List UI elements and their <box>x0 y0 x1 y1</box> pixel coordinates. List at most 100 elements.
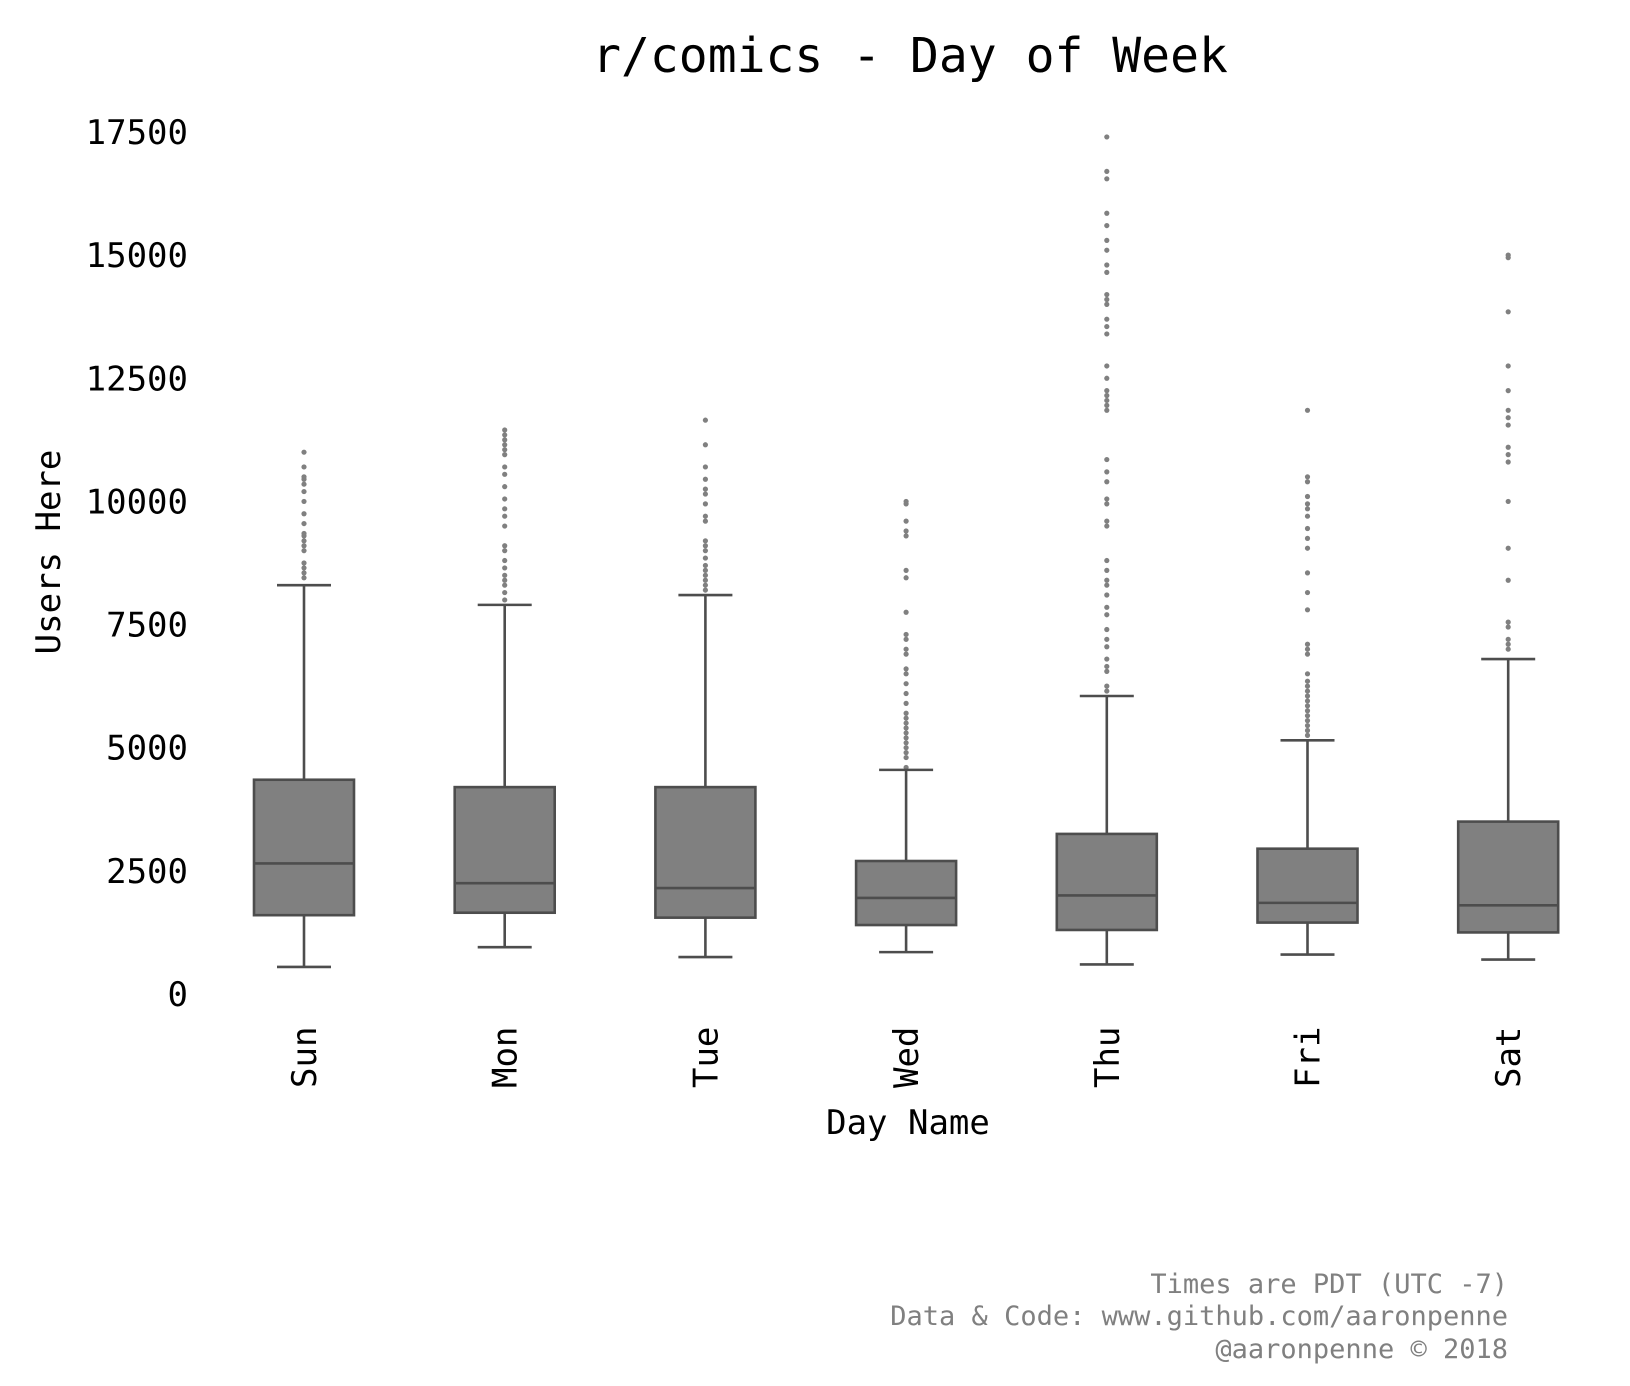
outlier-point <box>1104 479 1110 485</box>
x-tick-label: Fri <box>1289 1027 1329 1088</box>
outlier-point <box>1304 678 1311 684</box>
outlier-point <box>1304 683 1311 689</box>
outlier-point <box>502 582 508 588</box>
outlier-point <box>1104 683 1110 689</box>
box-wed <box>854 498 958 954</box>
outlier-point <box>702 501 709 507</box>
outlier-point <box>1505 646 1511 652</box>
outlier-point <box>1505 545 1511 551</box>
outlier-point <box>1104 688 1110 694</box>
outlier-point <box>502 572 508 578</box>
outlier-point <box>1505 252 1511 258</box>
outlier-point <box>502 437 508 443</box>
outlier-point <box>301 565 307 571</box>
outlier-point <box>903 666 909 672</box>
outlier-point <box>1304 589 1311 596</box>
outlier-point <box>903 636 909 642</box>
outlier-point <box>301 575 307 581</box>
outlier-point <box>1505 444 1511 450</box>
outlier-point <box>502 452 508 458</box>
outlier-point <box>1304 703 1311 709</box>
box-fri <box>1256 407 1359 956</box>
outlier-point <box>1104 456 1110 463</box>
outlier-point <box>1304 479 1311 485</box>
y-tick-label: 15000 <box>86 236 188 276</box>
outlier-point <box>903 671 909 677</box>
outlier-point <box>1104 626 1110 633</box>
chart-title: r/comics - Day of Week <box>592 28 1228 84</box>
outlier-point <box>903 575 909 581</box>
outlier-point <box>1104 663 1110 670</box>
box-mon <box>453 427 557 949</box>
outlier-point <box>1104 363 1110 369</box>
outlier-point <box>1104 656 1110 662</box>
outlier-point <box>1104 577 1110 583</box>
outlier-point <box>903 710 909 716</box>
outlier-point <box>1304 474 1311 480</box>
outlier-point <box>502 565 508 571</box>
outlier-point <box>702 518 709 524</box>
y-tick-label: 17500 <box>86 113 188 153</box>
outlier-point <box>1104 168 1110 175</box>
outlier-point <box>702 486 709 492</box>
outlier-point <box>1505 415 1511 421</box>
outlier-point <box>903 533 909 539</box>
outlier-point <box>1304 708 1311 714</box>
outlier-point <box>1304 525 1311 532</box>
outlier-point <box>1304 688 1311 694</box>
outlier-point <box>702 587 709 593</box>
outlier-point <box>502 484 508 490</box>
outlier-point <box>1104 375 1110 381</box>
outlier-point <box>1104 501 1110 507</box>
outlier-point <box>702 562 709 569</box>
x-tick-label: Wed <box>887 1027 927 1088</box>
outlier-point <box>903 631 909 638</box>
outlier-point <box>1104 247 1110 253</box>
outlier-point <box>1104 331 1110 337</box>
outlier-point <box>502 442 508 448</box>
outlier-point <box>1104 210 1110 216</box>
x-tick-label: Mon <box>486 1027 526 1088</box>
y-tick-label: 10000 <box>86 482 188 522</box>
outlier-point <box>1104 222 1110 229</box>
outlier-point <box>1505 388 1511 394</box>
outlier-point <box>1104 644 1110 650</box>
outlier-point <box>502 523 508 529</box>
outlier-point <box>702 548 709 554</box>
outlier-point <box>903 735 909 741</box>
y-axis-ticks: 0 2500 5000 7500 10000 12500 15000 17500 <box>86 113 188 1015</box>
iqr-box <box>1055 832 1159 932</box>
y-tick-label: 5000 <box>106 729 188 769</box>
y-axis-label: Users Here <box>29 450 69 655</box>
outlier-point <box>903 730 909 736</box>
outlier-point <box>702 555 709 561</box>
outlier-point <box>1304 493 1311 500</box>
outlier-point <box>1304 698 1311 704</box>
outlier-point <box>702 476 709 482</box>
outlier-point <box>903 740 909 746</box>
outlier-point <box>502 548 508 554</box>
outlier-point <box>1505 452 1511 458</box>
outlier-point <box>903 754 909 761</box>
outlier-point <box>502 597 508 603</box>
outlier-point <box>502 447 508 453</box>
outlier-point <box>903 690 909 697</box>
outlier-point <box>1304 732 1311 739</box>
outlier-point <box>903 720 909 726</box>
outlier-point <box>1505 641 1511 647</box>
outlier-point <box>1304 545 1311 551</box>
outlier-point <box>903 681 909 687</box>
outlier-point <box>1104 567 1110 573</box>
x-tick-label: Tue <box>686 1027 726 1088</box>
outlier-point <box>1104 402 1110 408</box>
outlier-point <box>502 543 508 549</box>
outlier-point <box>1505 459 1511 465</box>
outlier-point <box>1505 636 1511 642</box>
y-tick-label: 12500 <box>86 359 188 399</box>
outlier-point <box>1104 269 1110 275</box>
outlier-point <box>903 609 909 615</box>
outlier-point <box>502 506 508 512</box>
box-thu <box>1055 134 1159 966</box>
outlier-point <box>702 572 709 578</box>
x-tick-label: Sun <box>285 1027 325 1088</box>
